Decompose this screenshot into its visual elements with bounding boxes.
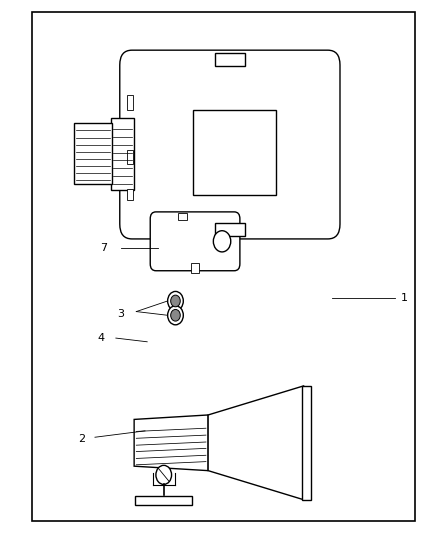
Circle shape (171, 310, 180, 321)
Text: 2: 2 (78, 434, 85, 444)
Bar (215, 223, 245, 236)
Text: 7: 7 (100, 243, 107, 253)
Circle shape (171, 295, 180, 307)
Polygon shape (134, 415, 208, 471)
Bar (127, 95, 133, 110)
Bar (215, 53, 245, 66)
Bar (111, 118, 134, 190)
Circle shape (168, 306, 184, 325)
Bar (302, 386, 311, 500)
Bar (135, 496, 192, 505)
Text: 3: 3 (117, 309, 124, 319)
Bar (193, 110, 276, 195)
Text: 1: 1 (400, 293, 407, 303)
Circle shape (213, 231, 231, 252)
Bar (178, 214, 187, 220)
FancyBboxPatch shape (120, 50, 340, 239)
Text: 4: 4 (98, 333, 105, 343)
FancyBboxPatch shape (150, 212, 240, 271)
Circle shape (168, 292, 184, 311)
Bar (32, 12, 415, 521)
Bar (127, 189, 133, 200)
Bar (74, 123, 113, 184)
Bar (191, 263, 199, 273)
Polygon shape (208, 386, 304, 500)
Circle shape (156, 465, 172, 484)
Bar (127, 150, 133, 164)
